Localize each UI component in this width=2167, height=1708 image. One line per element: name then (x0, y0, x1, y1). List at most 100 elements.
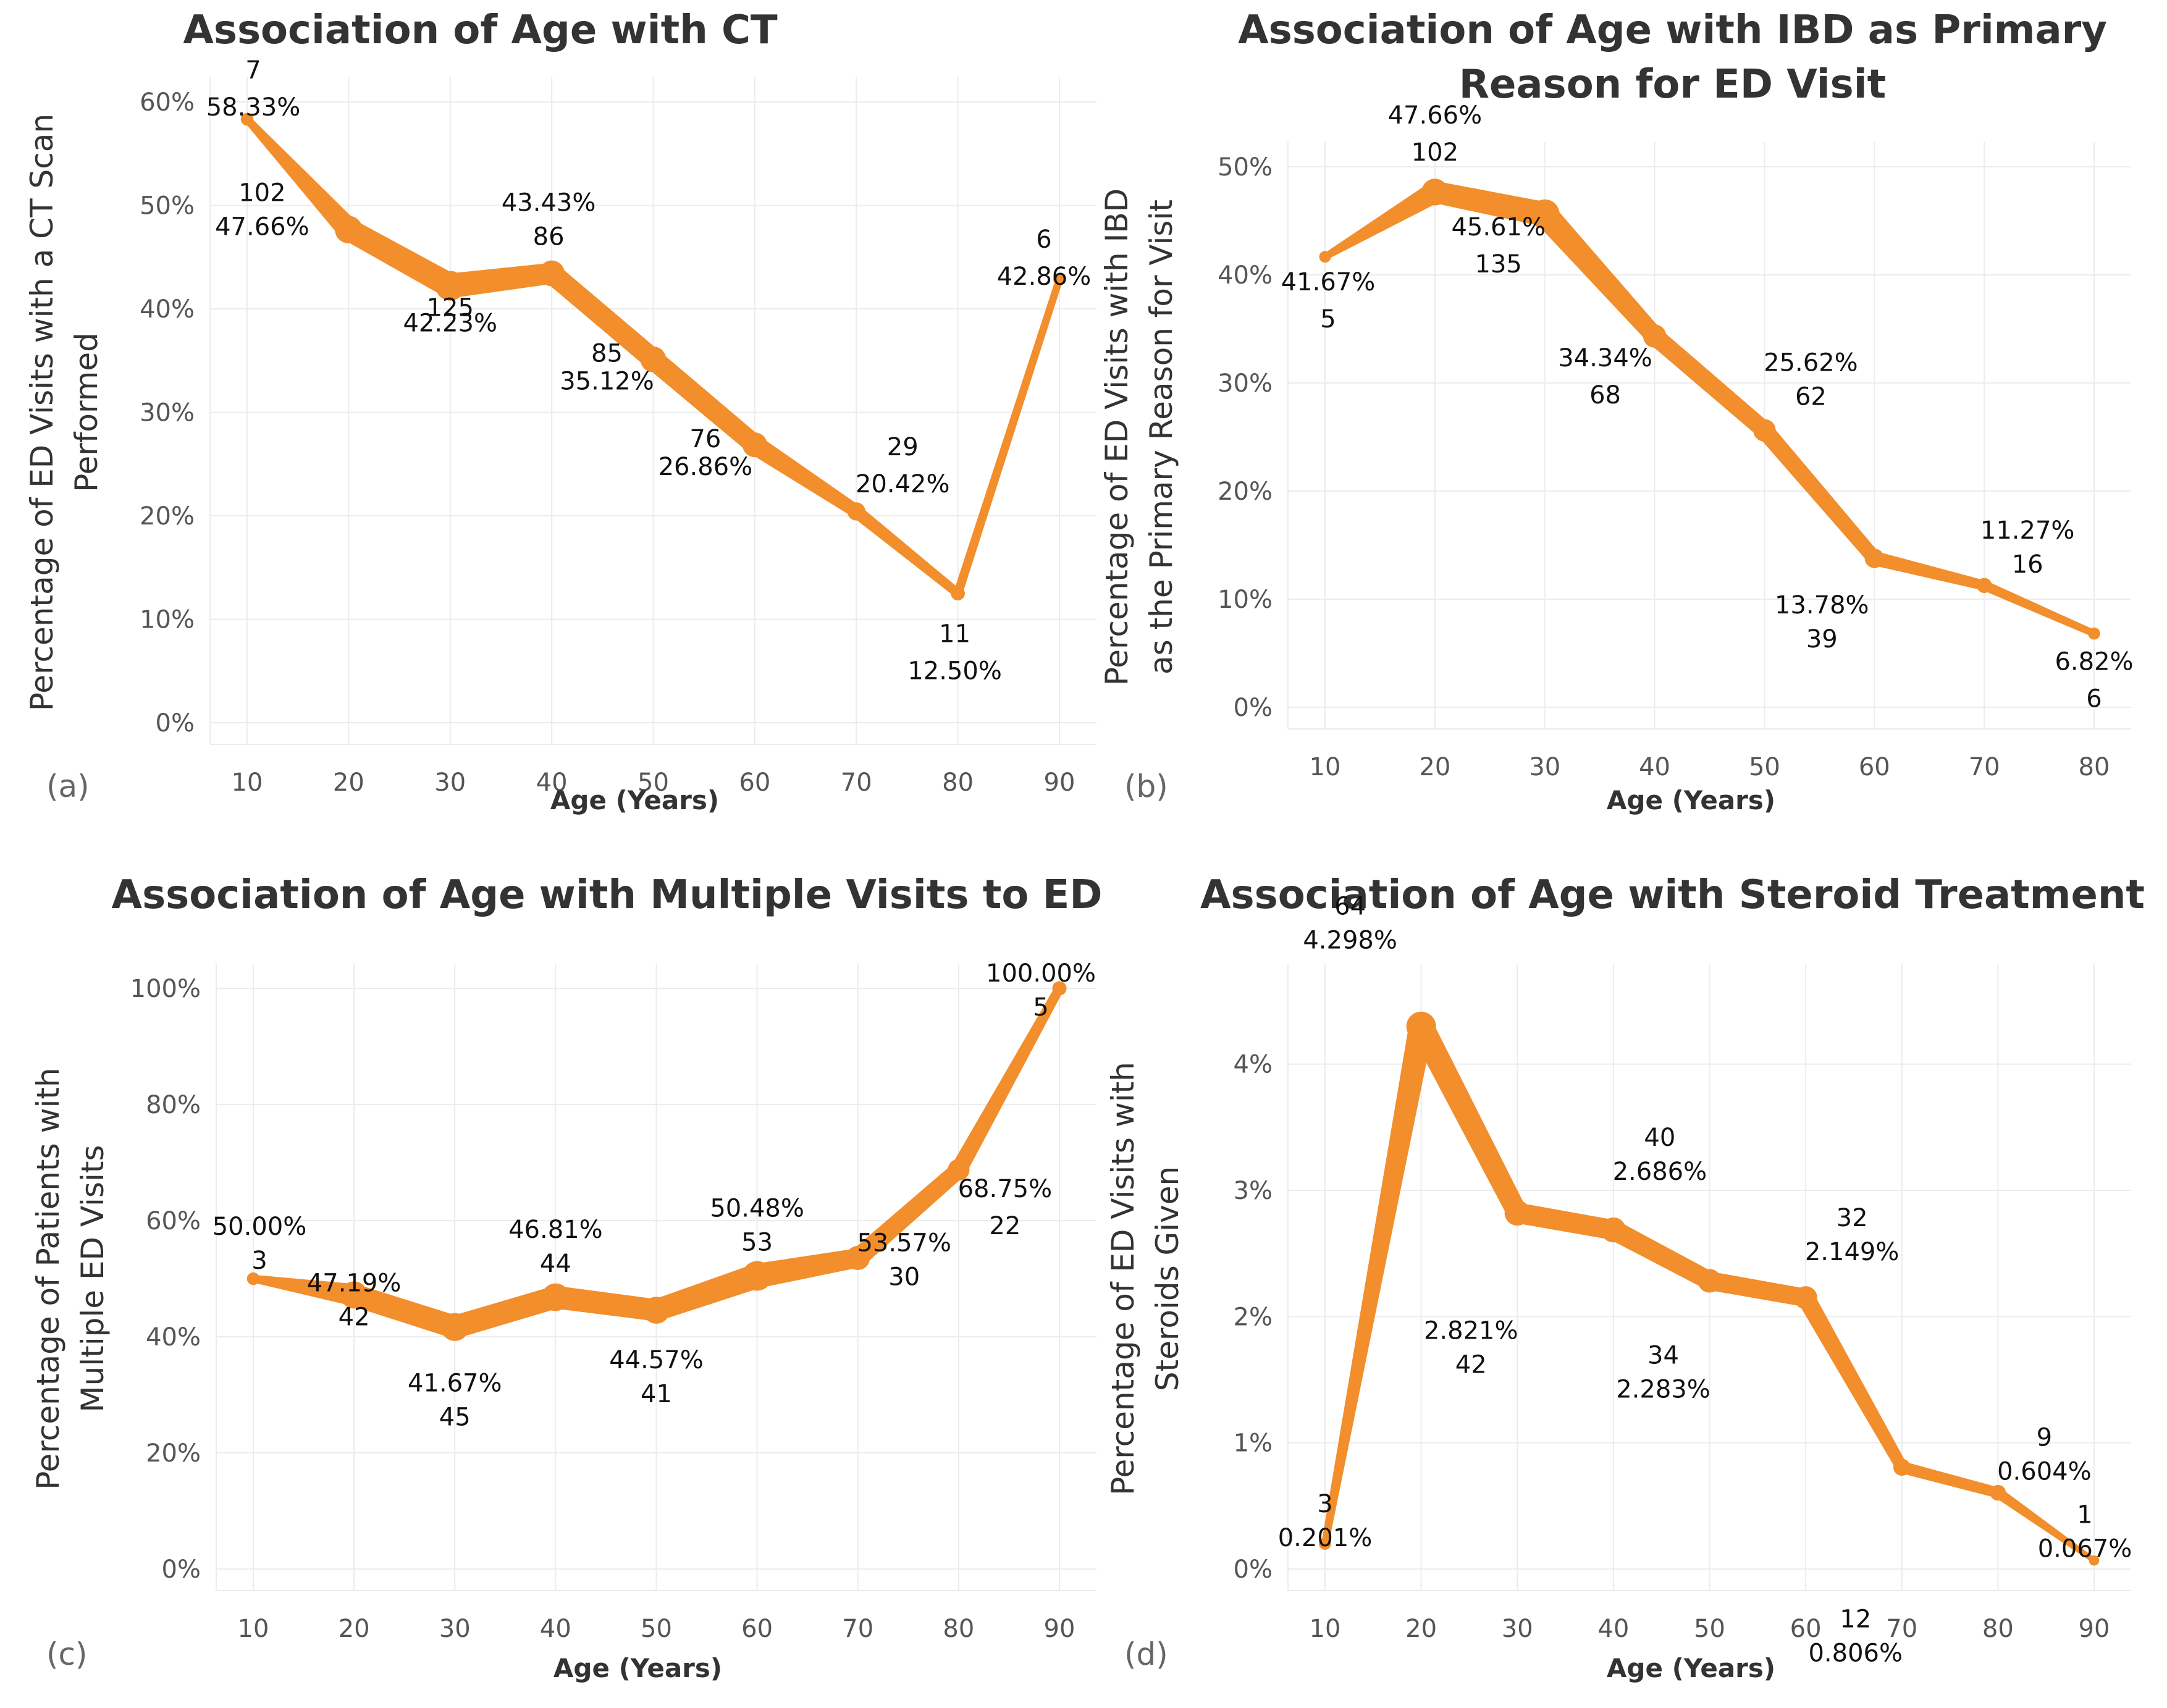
data-label-value: 0.067% (2038, 1534, 2132, 1563)
data-label-value: 11.27% (1980, 516, 2075, 545)
data-label-value: 47.19% (307, 1269, 402, 1297)
series-line-segment (1410, 1020, 1526, 1218)
x-tick-label: 40 (540, 1615, 571, 1643)
x-tick-label: 50 (1749, 753, 1780, 781)
data-label-value: 34.34% (1558, 344, 1652, 372)
panel-label: (d) (1124, 1636, 1168, 1672)
y-tick-label: 20% (146, 1439, 201, 1468)
data-label-value: 47.66% (1388, 101, 1483, 130)
y-tick-label: 50% (140, 192, 195, 221)
data-point[interactable] (1319, 1538, 1331, 1550)
data-point[interactable] (1406, 1011, 1436, 1041)
chart-title: Association of Age with IBD as Primary Re… (1238, 7, 2107, 107)
data-label-count: 39 (1806, 625, 1838, 654)
y-tick-label: 20% (1218, 477, 1273, 506)
x-axis-label: Age (Years) (1607, 1653, 1775, 1683)
y-tick-label: 80% (146, 1091, 201, 1119)
data-label-count: 1 (2077, 1500, 2092, 1529)
x-tick-label: 10 (1310, 1615, 1341, 1643)
data-point[interactable] (2088, 627, 2100, 640)
data-point[interactable] (541, 1283, 570, 1311)
data-point[interactable] (1530, 199, 1560, 229)
data-point[interactable] (435, 271, 465, 301)
data-label-count: 29 (887, 433, 919, 461)
series-line-segment (448, 263, 553, 298)
y-tick-label: 2% (1234, 1303, 1273, 1331)
series-line-segment (749, 436, 860, 517)
data-label-count: 64 (1334, 893, 1366, 921)
data-label-value: 44.57% (609, 1346, 704, 1374)
chart-panel-3: 0% 20% 40% 60% 80% 100% 10 20 30 40 50 60 70 80 90 Asso… (30, 872, 1102, 1683)
data-point[interactable] (1864, 549, 1884, 568)
data-label-count: 16 (2012, 550, 2043, 579)
series-line-segment (252, 1274, 356, 1306)
data-point[interactable] (1504, 1200, 1530, 1226)
data-point[interactable] (1893, 1458, 1911, 1476)
data-point[interactable] (1976, 578, 1992, 593)
series-line-segment (1433, 181, 1547, 227)
data-point[interactable] (2089, 1555, 2100, 1566)
x-tick-label: 20 (1419, 753, 1450, 781)
data-point[interactable] (335, 216, 363, 243)
series-line-segment (343, 219, 457, 297)
data-label-value: 2.821% (1424, 1317, 1518, 1345)
series-line-segment (951, 986, 1064, 1174)
data-label-count: 68 (1589, 381, 1621, 410)
y-tick-label: 4% (1234, 1051, 1273, 1079)
data-point[interactable] (1794, 1286, 1817, 1310)
data-point[interactable] (240, 112, 254, 126)
x-axis-label: Age (Years) (1607, 785, 1775, 815)
data-point[interactable] (539, 260, 565, 287)
data-label-count: 30 (888, 1263, 920, 1291)
series-line-segment (350, 1284, 458, 1339)
data-label-count: 34 (1647, 1341, 1679, 1369)
data-point[interactable] (742, 432, 767, 458)
series-line-segment (244, 116, 357, 238)
y-tick-label: 40% (146, 1323, 201, 1352)
x-tick-label: 70 (841, 768, 872, 797)
data-label-count: 102 (1412, 138, 1458, 167)
data-label-value: 2.149% (1805, 1238, 1900, 1266)
y-tick-label: 50% (1218, 153, 1273, 182)
x-tick-label: 60 (739, 768, 770, 797)
data-point[interactable] (1698, 1269, 1722, 1293)
data-point[interactable] (340, 1281, 368, 1309)
panel-label: (b) (1124, 768, 1168, 804)
x-tick-label: 10 (232, 768, 263, 797)
data-point[interactable] (640, 346, 667, 372)
chart-panel-4: 0% 1% 2% 3% 4% 10 20 30 40 50 60 70 80 90 Association … (1105, 872, 2145, 1683)
data-point[interactable] (1053, 273, 1066, 286)
data-point[interactable] (1319, 251, 1331, 263)
data-point[interactable] (440, 1313, 469, 1341)
data-point[interactable] (1643, 324, 1667, 348)
data-point[interactable] (1990, 1484, 2006, 1501)
y-tick-label: 0% (1234, 694, 1273, 722)
data-label-value: 2.283% (1616, 1375, 1710, 1403)
x-tick-label: 70 (842, 1615, 873, 1643)
x-tick-label: 70 (1969, 753, 2000, 781)
x-tick-label: 50 (641, 1615, 672, 1643)
data-point[interactable] (948, 1159, 970, 1181)
series-line-segment (851, 1163, 964, 1266)
series-line-segment (1321, 1024, 1434, 1545)
series-line-segment (554, 1285, 658, 1321)
y-tick-label: 3% (1234, 1177, 1273, 1205)
data-point[interactable] (246, 1272, 260, 1285)
data-point[interactable] (847, 502, 865, 521)
y-tick-label: 100% (130, 975, 201, 1003)
data-label-value: 0.806% (1808, 1639, 1903, 1667)
data-point[interactable] (951, 586, 965, 600)
data-point[interactable] (642, 1297, 670, 1324)
series-line-segment (545, 265, 660, 368)
data-point[interactable] (846, 1245, 870, 1270)
series-line-segment (1995, 1488, 2096, 1563)
data-point[interactable] (1421, 179, 1449, 206)
data-point[interactable] (1052, 981, 1067, 996)
data-point[interactable] (742, 1261, 772, 1291)
data-label-count: 125 (427, 294, 474, 322)
series-line-segment (953, 278, 1063, 595)
y-tick-label: 0% (156, 709, 195, 738)
data-point[interactable] (1753, 419, 1776, 442)
data-point[interactable] (1601, 1217, 1626, 1243)
